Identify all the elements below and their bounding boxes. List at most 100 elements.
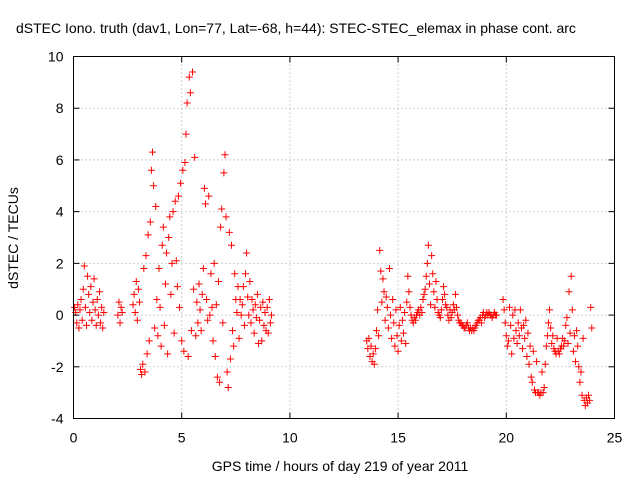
data-point — [547, 324, 555, 332]
data-point — [381, 316, 389, 324]
data-point — [168, 259, 176, 267]
data-point — [163, 249, 171, 257]
data-point — [170, 329, 178, 337]
data-point — [401, 308, 409, 316]
data-point — [567, 272, 575, 280]
data-point — [73, 319, 81, 327]
data-point — [147, 166, 155, 174]
data-point — [391, 342, 399, 350]
data-point — [544, 319, 552, 327]
data-point — [500, 306, 508, 314]
data-point — [261, 308, 269, 316]
data-point — [236, 296, 244, 304]
data-point — [260, 321, 268, 329]
data-point — [576, 378, 584, 386]
data-point — [568, 306, 576, 314]
data-point — [240, 321, 248, 329]
data-point — [390, 319, 398, 327]
data-point — [216, 378, 224, 386]
data-point — [225, 228, 233, 236]
data-point — [510, 334, 518, 342]
y-tick-label: 8 — [56, 100, 64, 116]
data-point — [441, 290, 449, 298]
data-point — [206, 311, 214, 319]
data-point — [239, 283, 247, 291]
data-point — [191, 153, 199, 161]
data-point — [204, 316, 212, 324]
data-point — [213, 373, 221, 381]
data-point — [514, 319, 522, 327]
data-point — [560, 342, 568, 350]
x-tick-label: 5 — [178, 430, 186, 446]
data-point — [118, 308, 126, 316]
data-point — [385, 265, 393, 273]
data-point — [430, 288, 438, 296]
data-point — [431, 303, 439, 311]
data-point — [575, 363, 583, 371]
data-point — [91, 306, 99, 314]
data-point — [184, 352, 192, 360]
data-point — [493, 311, 501, 319]
data-point — [383, 303, 391, 311]
data-point — [424, 241, 432, 249]
data-point — [454, 311, 462, 319]
data-point — [579, 334, 587, 342]
data-point — [578, 391, 586, 399]
data-point — [396, 303, 404, 311]
data-point — [179, 166, 187, 174]
data-point — [166, 213, 174, 221]
data-point — [244, 293, 252, 301]
data-point — [220, 169, 228, 177]
y-tick-label: 4 — [56, 204, 64, 220]
data-point — [156, 303, 164, 311]
data-point — [371, 345, 379, 353]
data-point — [566, 329, 574, 337]
data-point — [539, 389, 547, 397]
data-point — [422, 272, 430, 280]
data-point — [585, 391, 593, 399]
data-point — [227, 241, 235, 249]
data-point — [130, 290, 138, 298]
data-point — [165, 234, 173, 241]
data-points — [71, 68, 596, 410]
data-point — [89, 298, 97, 306]
data-point — [521, 334, 529, 342]
data-point — [212, 301, 220, 309]
data-point — [129, 301, 137, 309]
data-point — [397, 337, 405, 345]
data-point — [164, 350, 172, 358]
data-point — [405, 288, 413, 296]
data-point — [219, 319, 227, 327]
data-point — [231, 270, 239, 278]
data-point — [504, 337, 512, 345]
data-point — [235, 334, 243, 342]
data-point — [369, 350, 377, 358]
data-point — [587, 303, 595, 311]
data-point — [172, 257, 180, 265]
data-point — [145, 337, 153, 345]
data-point — [243, 249, 251, 257]
data-point — [86, 308, 94, 316]
data-point — [207, 270, 215, 278]
data-point — [75, 324, 83, 332]
data-point — [367, 342, 375, 350]
data-point — [150, 182, 158, 190]
data-point — [117, 303, 125, 311]
x-tick-label: 10 — [282, 430, 298, 446]
data-point — [519, 345, 527, 353]
data-point — [546, 306, 554, 314]
grid — [73, 56, 615, 419]
data-point — [194, 319, 202, 327]
data-point — [181, 159, 189, 167]
data-point — [440, 283, 448, 291]
data-point — [237, 311, 245, 319]
data-point — [217, 223, 225, 231]
data-point — [142, 252, 150, 260]
data-point — [211, 352, 219, 360]
data-point — [527, 373, 535, 381]
data-point — [406, 303, 414, 311]
data-point — [419, 296, 427, 304]
data-point — [190, 285, 198, 293]
plot-frame — [73, 56, 615, 419]
